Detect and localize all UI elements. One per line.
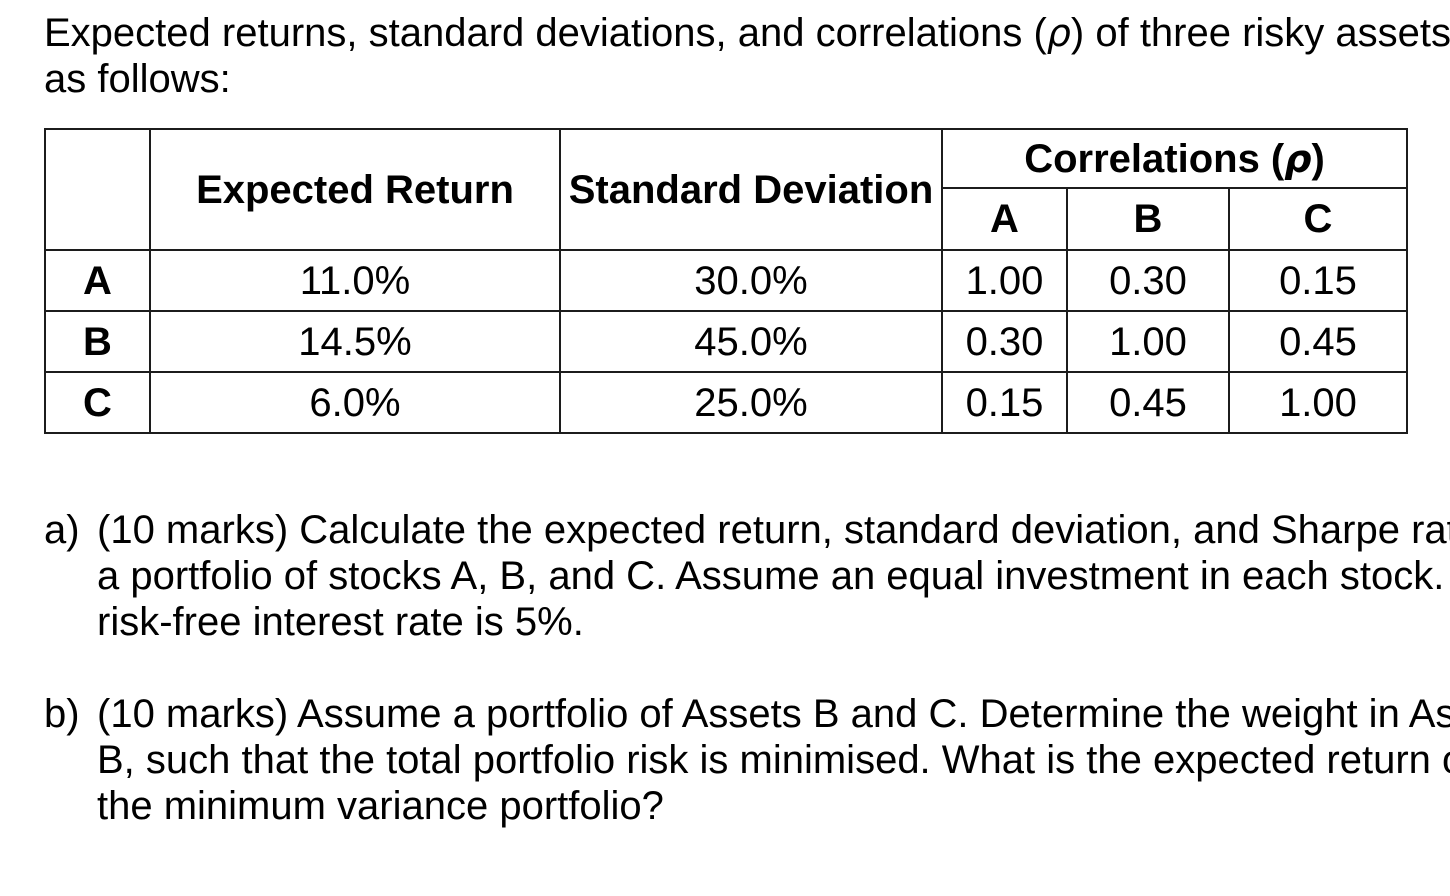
cell-corr-a: 1.00 bbox=[941, 249, 1068, 312]
question-a-line-3: risk-free interest rate is 5%. bbox=[97, 600, 584, 644]
sub-header-b: B bbox=[1066, 187, 1230, 251]
sub-header-a: A bbox=[941, 187, 1068, 251]
table-row-c: C 6.0% 25.0% 0.15 0.45 1.00 bbox=[44, 371, 1408, 434]
intro-line-1-pre: Expected returns, standard deviations, a… bbox=[44, 11, 1047, 55]
col-header-expected-return: Expected Return bbox=[149, 128, 561, 251]
question-b-text: (10 marks) Assume a portfolio of Assets … bbox=[97, 691, 1450, 829]
correlations-label-pre: Correlations ( bbox=[1024, 136, 1285, 181]
cell-expected-return: 6.0% bbox=[149, 371, 561, 434]
question-b-line-1: (10 marks) Assume a portfolio of Assets … bbox=[97, 692, 1450, 736]
cell-corr-c: 0.45 bbox=[1228, 310, 1408, 373]
question-b: b) (10 marks) Assume a portfolio of Asse… bbox=[44, 691, 1450, 829]
corner-cell bbox=[44, 128, 151, 251]
question-a-label: a) bbox=[44, 508, 80, 552]
cell-corr-b: 0.30 bbox=[1066, 249, 1230, 312]
sub-header-c: C bbox=[1228, 187, 1408, 251]
col-header-correlations: Correlations (ρ) bbox=[941, 128, 1408, 189]
header-row-top: Expected Return Standard Deviation Corre… bbox=[44, 128, 1408, 251]
cell-corr-c: 0.15 bbox=[1228, 249, 1408, 312]
question-b-label: b) bbox=[44, 692, 80, 736]
cell-standard-deviation: 45.0% bbox=[559, 310, 943, 373]
rho-symbol: ρ bbox=[1046, 11, 1071, 55]
cell-corr-a: 0.30 bbox=[941, 310, 1068, 373]
cell-corr-c: 1.00 bbox=[1228, 371, 1408, 434]
intro-line-2: as follows: bbox=[44, 57, 231, 101]
cell-corr-a: 0.15 bbox=[941, 371, 1068, 434]
table-row-a: A 11.0% 30.0% 1.00 0.30 0.15 bbox=[44, 249, 1408, 312]
header-row-sub: A B C bbox=[45, 187, 1408, 251]
asset-table: Expected Return Standard Deviation Corre… bbox=[44, 128, 1408, 434]
question-a: a) (10 marks) Calculate the expected ret… bbox=[44, 507, 1450, 645]
correlations-label-post: ) bbox=[1311, 136, 1325, 181]
intro-line-1: Expected returns, standard deviations, a… bbox=[44, 10, 1450, 56]
col-header-standard-deviation: Standard Deviation bbox=[559, 128, 943, 251]
row-label: A bbox=[44, 249, 151, 312]
intro-paragraph: Expected returns, standard deviations, a… bbox=[44, 10, 1450, 102]
cell-standard-deviation: 30.0% bbox=[559, 249, 943, 312]
cell-corr-b: 1.00 bbox=[1066, 310, 1230, 373]
question-b-line-3: the minimum variance portfolio? bbox=[97, 784, 664, 828]
question-a-line-2: a portfolio of stocks A, B, and C. Assum… bbox=[97, 554, 1450, 598]
table-row-b: B 14.5% 45.0% 0.30 1.00 0.45 bbox=[44, 310, 1408, 373]
rho-symbol: ρ bbox=[1284, 136, 1312, 181]
cell-standard-deviation: 25.0% bbox=[559, 371, 943, 434]
row-label: B bbox=[44, 310, 151, 373]
cell-expected-return: 14.5% bbox=[149, 310, 561, 373]
question-b-line-2: B, such that the total portfolio risk is… bbox=[97, 738, 1450, 782]
cell-corr-b: 0.45 bbox=[1066, 371, 1230, 434]
question-a-text: (10 marks) Calculate the expected return… bbox=[97, 507, 1450, 645]
intro-line-1-post: ) of three risky assets are bbox=[1070, 11, 1450, 55]
cell-expected-return: 11.0% bbox=[149, 249, 561, 312]
row-label: C bbox=[44, 371, 151, 434]
question-a-line-1: (10 marks) Calculate the expected return… bbox=[97, 508, 1450, 552]
